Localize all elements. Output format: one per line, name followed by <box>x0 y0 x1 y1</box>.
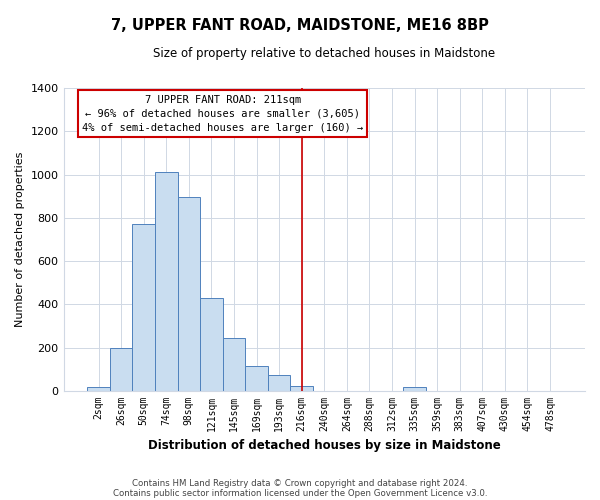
Text: 7 UPPER FANT ROAD: 211sqm
← 96% of detached houses are smaller (3,605)
4% of sem: 7 UPPER FANT ROAD: 211sqm ← 96% of detac… <box>82 94 364 132</box>
Bar <box>245 366 268 391</box>
Bar <box>155 172 178 391</box>
Text: Contains public sector information licensed under the Open Government Licence v3: Contains public sector information licen… <box>113 488 487 498</box>
Text: 7, UPPER FANT ROAD, MAIDSTONE, ME16 8BP: 7, UPPER FANT ROAD, MAIDSTONE, ME16 8BP <box>111 18 489 32</box>
Title: Size of property relative to detached houses in Maidstone: Size of property relative to detached ho… <box>153 48 496 60</box>
Y-axis label: Number of detached properties: Number of detached properties <box>15 152 25 327</box>
Text: Contains HM Land Registry data © Crown copyright and database right 2024.: Contains HM Land Registry data © Crown c… <box>132 478 468 488</box>
Bar <box>290 386 313 391</box>
Bar <box>87 386 110 391</box>
Bar <box>223 338 245 391</box>
Bar <box>110 348 133 391</box>
Bar <box>200 298 223 391</box>
Bar <box>403 386 426 391</box>
Bar <box>133 224 155 391</box>
Bar <box>268 375 290 391</box>
Bar <box>178 198 200 391</box>
X-axis label: Distribution of detached houses by size in Maidstone: Distribution of detached houses by size … <box>148 440 500 452</box>
